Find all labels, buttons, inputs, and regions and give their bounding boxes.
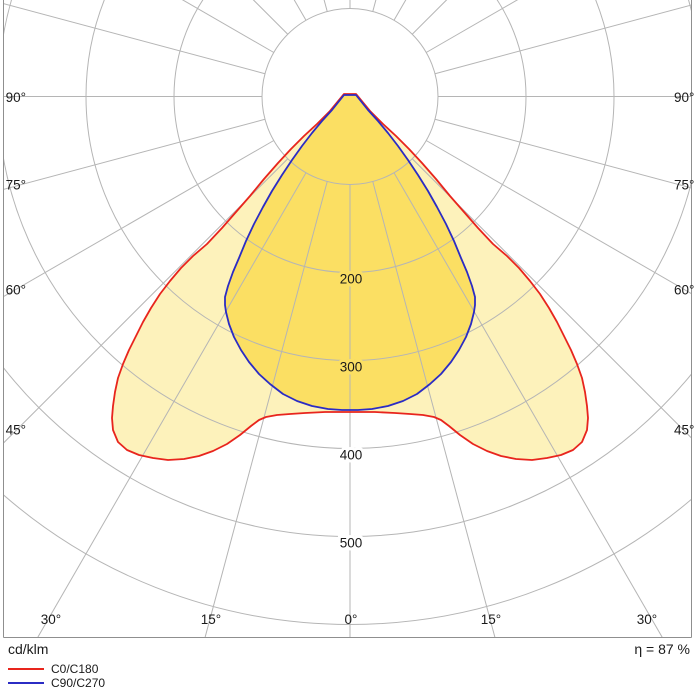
angle-label-left-90deg: 90°	[6, 90, 26, 105]
efficiency-label: η = 87 %	[634, 641, 690, 657]
legend-line-red	[8, 668, 44, 670]
angle-label-left-45deg: 45°	[6, 423, 26, 438]
legend-item-c0: C0/C180	[8, 662, 105, 676]
legend-item-c90: C90/C270	[8, 676, 105, 690]
angle-label-right-45deg: 45°	[674, 423, 694, 438]
unit-label: cd/klm	[8, 641, 49, 657]
ring-label-300: 300	[340, 360, 363, 375]
angle-label-bottom-2: 0°	[345, 612, 358, 627]
angle-label-bottom-1: 15°	[201, 612, 221, 627]
angle-label-left-75deg: 75°	[6, 178, 26, 193]
ring-label-500: 500	[340, 536, 363, 551]
angle-label-right-90deg: 90°	[674, 90, 694, 105]
angle-label-bottom-3: 15°	[481, 612, 501, 627]
legend-line-blue	[8, 682, 44, 684]
angle-label-bottom-4: 30°	[637, 612, 657, 627]
angle-label-right-75deg: 75°	[674, 178, 694, 193]
legend: C0/C180 C90/C270	[8, 662, 105, 690]
legend-label-c0: C0/C180	[51, 662, 99, 676]
legend-label-c90: C90/C270	[51, 676, 106, 690]
ring-label-200: 200	[340, 272, 363, 287]
angle-label-left-60deg: 60°	[6, 283, 26, 298]
ring-label-400: 400	[340, 448, 363, 463]
angle-label-bottom-0: 30°	[41, 612, 61, 627]
angle-label-right-60deg: 60°	[674, 283, 694, 298]
